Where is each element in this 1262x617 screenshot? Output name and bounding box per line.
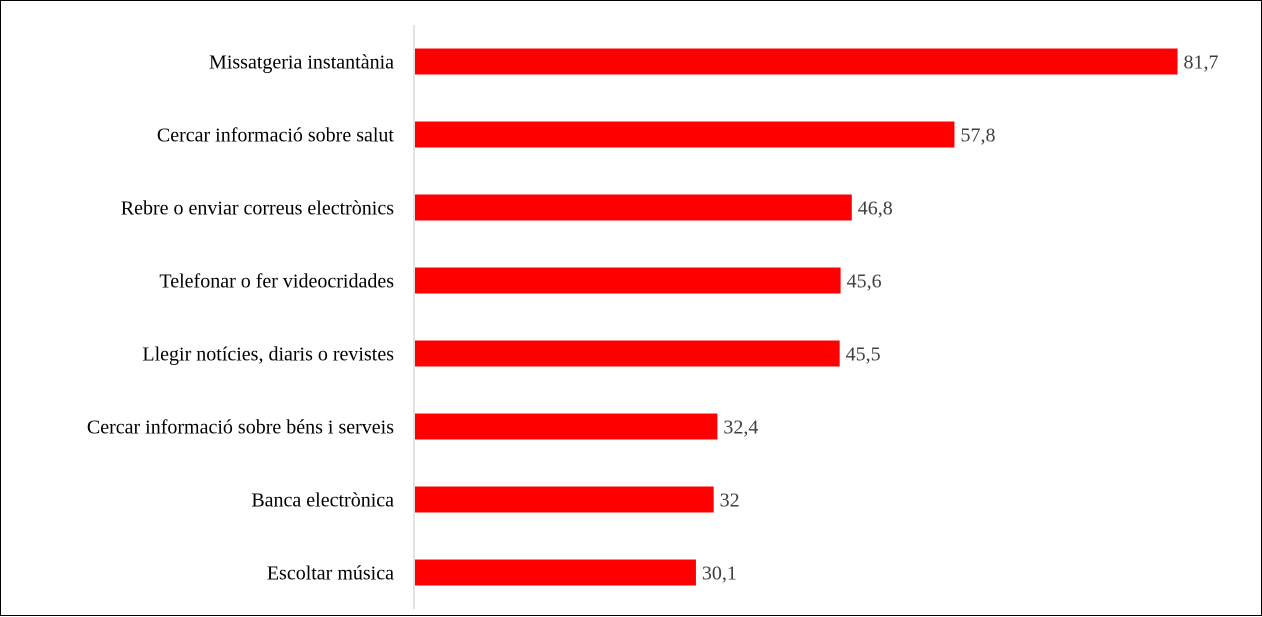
category-label: Cercar informació sobre béns i serveis bbox=[87, 417, 394, 439]
category-label: Banca electrònica bbox=[251, 490, 394, 512]
bar bbox=[415, 48, 1178, 75]
bar bbox=[415, 559, 696, 586]
value-label: 30,1 bbox=[702, 563, 737, 585]
bar bbox=[415, 267, 841, 294]
category-label: Cercar informació sobre salut bbox=[157, 125, 395, 147]
bar bbox=[415, 121, 955, 148]
value-label: 46,8 bbox=[858, 198, 893, 220]
value-label: 81,7 bbox=[1184, 52, 1219, 74]
bar bbox=[415, 413, 718, 440]
bar bbox=[415, 340, 840, 367]
bar bbox=[415, 486, 714, 513]
value-label: 32 bbox=[720, 490, 740, 512]
category-label: Llegir notícies, diaris o revistes bbox=[142, 344, 394, 366]
bar bbox=[415, 194, 852, 221]
category-label: Telefonar o fer videocridades bbox=[159, 271, 394, 293]
category-label: Rebre o enviar correus electrònics bbox=[121, 198, 394, 220]
value-label: 45,6 bbox=[847, 271, 882, 293]
category-label: Escoltar música bbox=[267, 563, 394, 585]
value-label: 32,4 bbox=[723, 417, 758, 439]
value-label: 57,8 bbox=[960, 125, 995, 147]
category-label: Missatgeria instantània bbox=[209, 52, 394, 74]
value-label: 45,5 bbox=[846, 344, 881, 366]
